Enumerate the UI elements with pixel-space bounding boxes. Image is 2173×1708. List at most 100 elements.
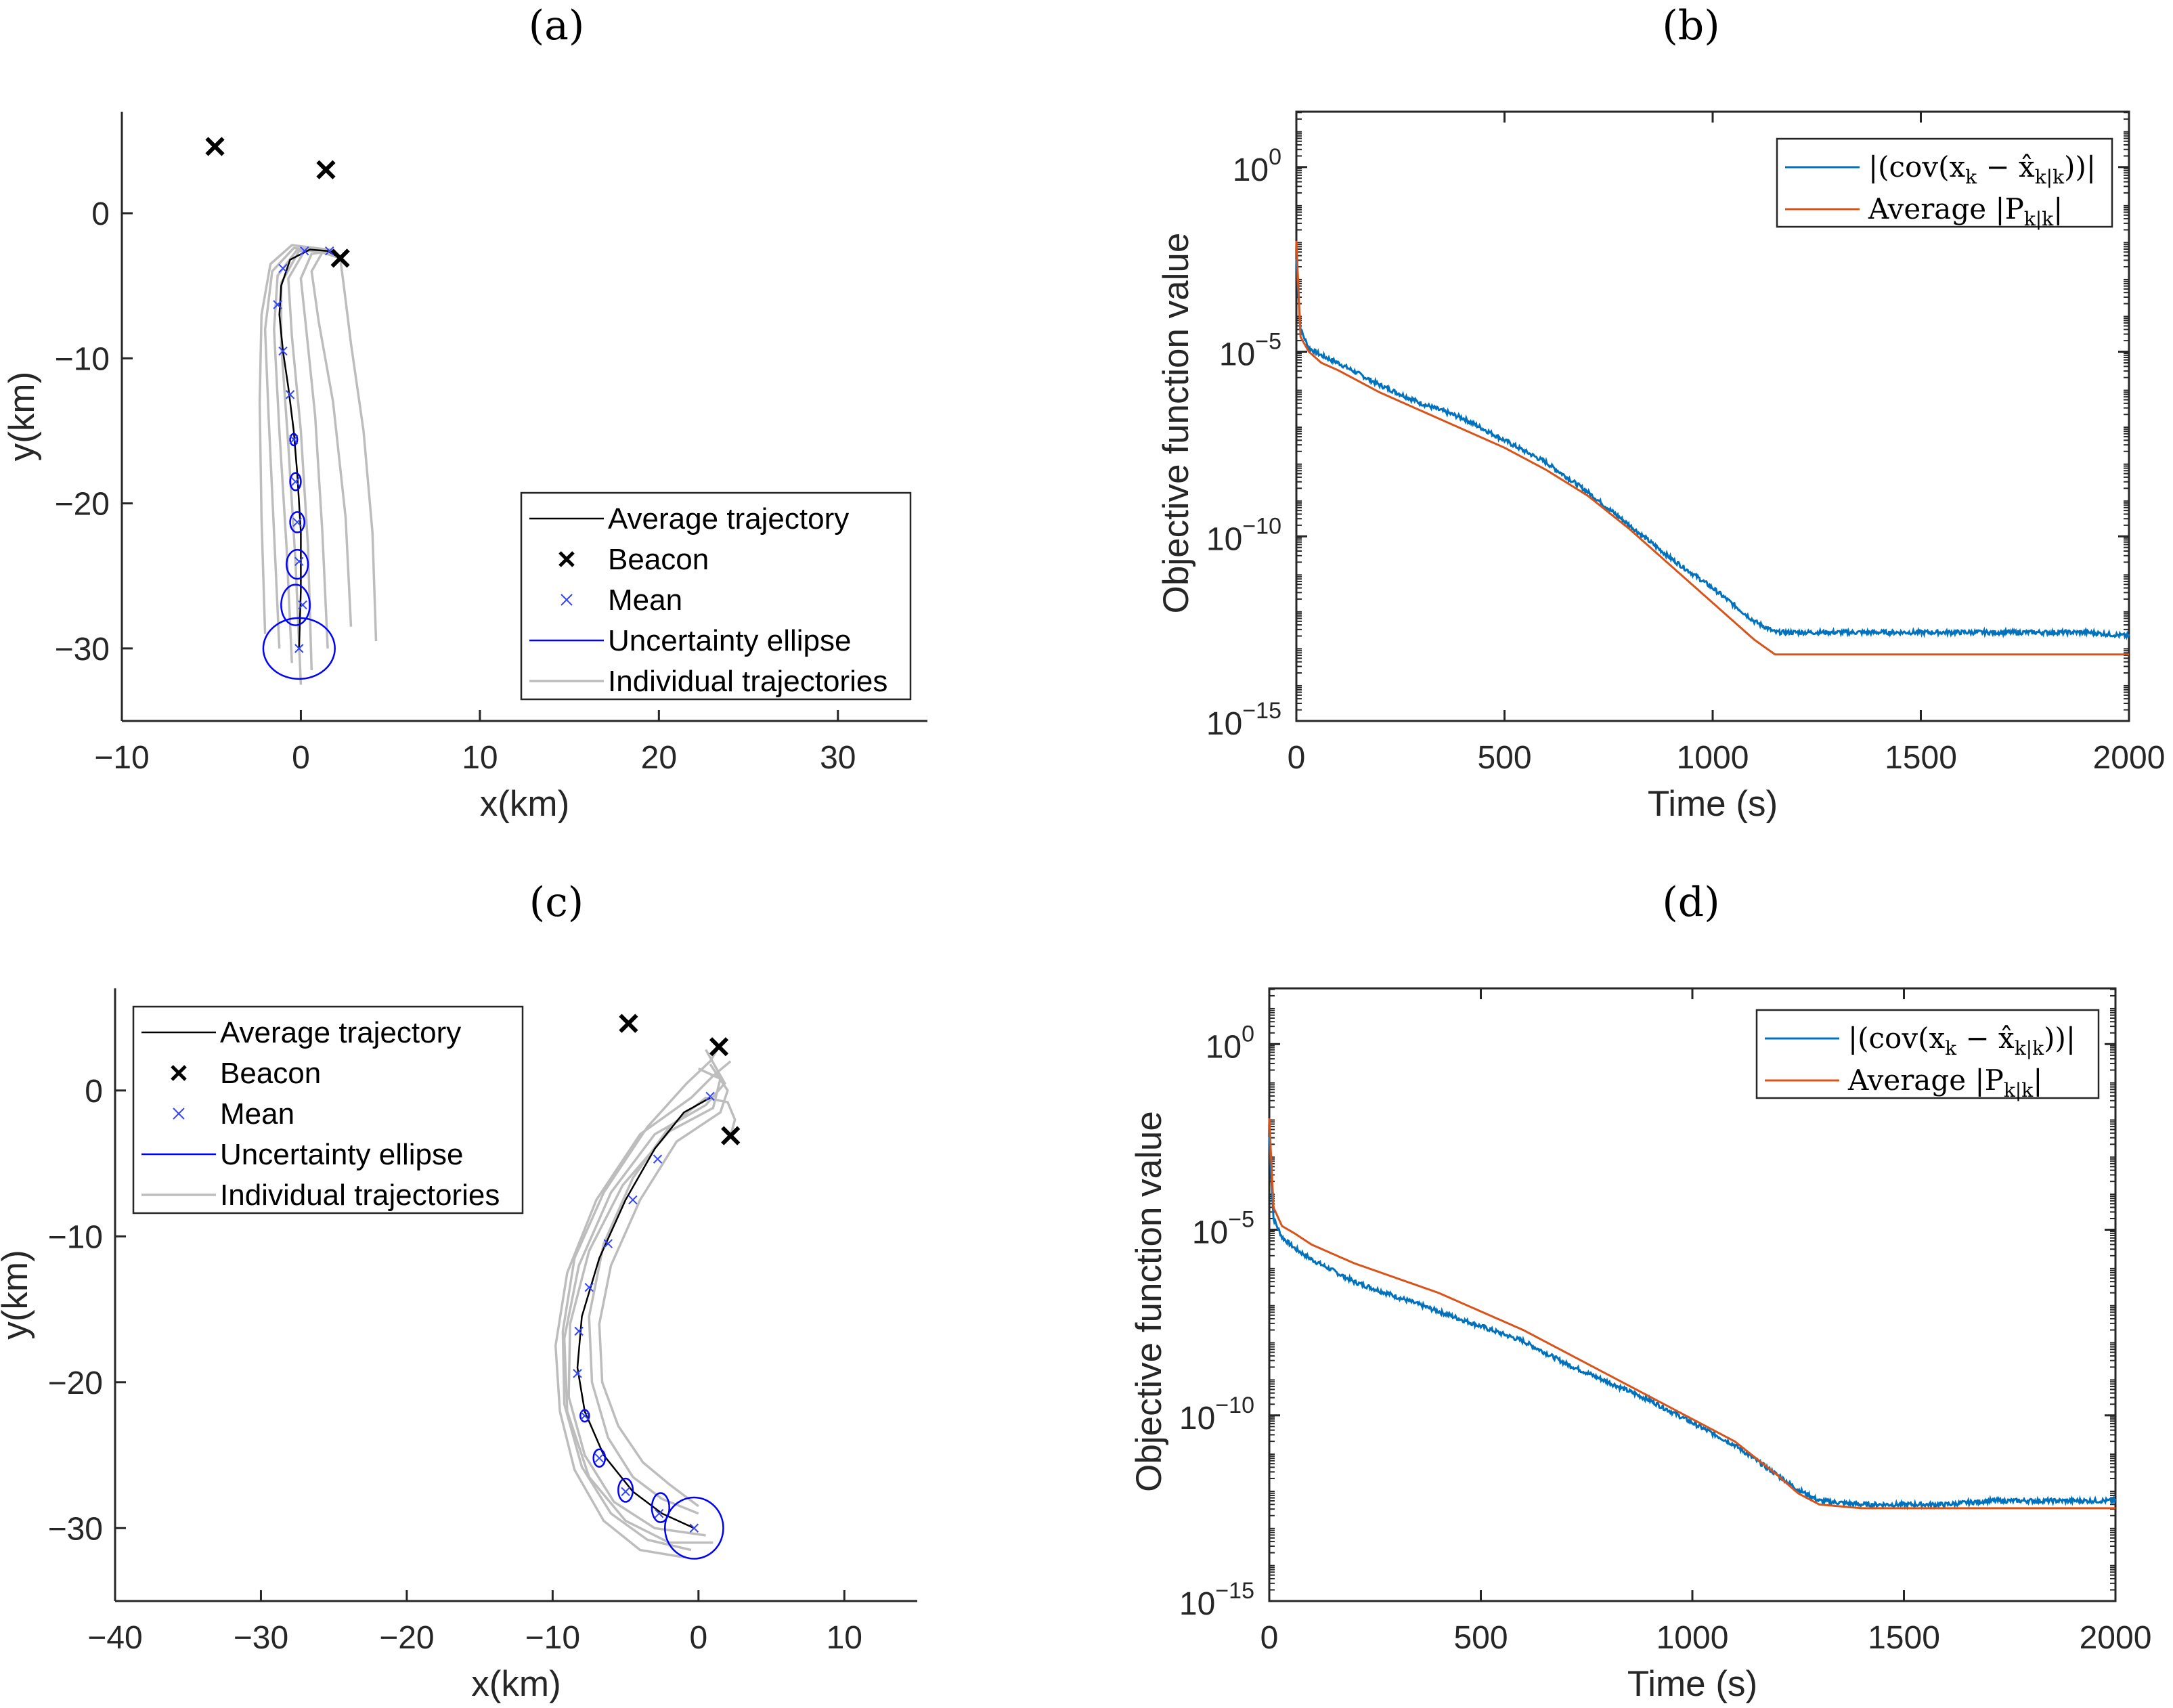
- uncertainty-ellipse: [280, 584, 311, 626]
- mean-marker: [621, 1487, 630, 1497]
- x-tick-label: 1500: [1885, 740, 1957, 776]
- mean-marker: [273, 300, 282, 309]
- legend-text-mid: − x̂: [1977, 150, 2035, 183]
- beacon-marker: [709, 1037, 729, 1057]
- y-tick-label: 100: [1206, 1021, 1254, 1065]
- x-tick-label: −20: [379, 1620, 434, 1656]
- mean-marker: [294, 556, 304, 566]
- beacon-marker: [205, 137, 225, 156]
- mean-marker: [653, 1154, 663, 1164]
- x-tick-label: −40: [87, 1620, 142, 1656]
- legend-box: [132, 1005, 524, 1214]
- legend-box: [1776, 137, 2113, 228]
- mean-marker: [290, 477, 301, 487]
- uncertainty-ellipse: [664, 1496, 724, 1560]
- legend-label: Average |Pk|k|: [1847, 1064, 2042, 1101]
- x-tick-label: 10: [462, 740, 498, 776]
- x-axis-label: Time (s): [1627, 1664, 1757, 1704]
- y-tick-base: 10: [1179, 1401, 1215, 1437]
- y-axis-label: Objective function value: [1129, 1111, 1169, 1492]
- y-tick-base: 10: [1233, 152, 1269, 188]
- mean-marker: [654, 1509, 664, 1518]
- individual-trajectory: [598, 1064, 729, 1508]
- legend-text-mid: − x̂: [1956, 1022, 2015, 1055]
- y-tick-label: −20: [55, 487, 110, 523]
- mean-marker: [298, 600, 307, 610]
- y-tick-base: 10: [1219, 337, 1255, 373]
- uncertainty-ellipse: [289, 472, 302, 491]
- legend-text-main: Average |P: [1868, 192, 2024, 225]
- legend-swatch-mean: [561, 594, 573, 606]
- y-tick-exponent: −15: [1242, 698, 1281, 724]
- uncertainty-ellipse: [262, 617, 336, 680]
- legend-subscript: k: [1965, 166, 1977, 188]
- y-tick-base: 10: [1192, 1215, 1228, 1251]
- individual-trajectory: [588, 1096, 737, 1515]
- legend-label: Individual trajectories: [220, 1179, 500, 1212]
- average-trajectory: [576, 1097, 711, 1529]
- legend-label: Average trajectory: [608, 502, 849, 535]
- legend-subscript: k|k: [2004, 1079, 2034, 1101]
- y-tick-exponent: 0: [1269, 144, 1281, 170]
- individual-trajectory: [554, 1060, 732, 1559]
- y-tick-label: −20: [48, 1365, 103, 1401]
- uncertainty-ellipse: [617, 1477, 634, 1503]
- x-tick-label: 0: [1288, 740, 1306, 776]
- mean-marker: [300, 246, 309, 256]
- legend-label: |(cov(xk − x̂k|k))|: [1868, 150, 2096, 188]
- x-tick-label: 0: [292, 740, 310, 776]
- y-tick-label: 10−5: [1192, 1207, 1254, 1251]
- uncertainty-ellipse: [289, 511, 305, 533]
- legend-label: Individual trajectories: [608, 665, 887, 698]
- x-tick-label: 20: [641, 740, 677, 776]
- individual-trajectory: [567, 1067, 722, 1537]
- y-tick-base: 10: [1206, 1029, 1242, 1065]
- y-tick-exponent: −10: [1242, 513, 1281, 539]
- x-tick-label: 1000: [1677, 740, 1749, 776]
- legend-text-end: ))|: [2044, 1022, 2076, 1055]
- x-tick-label: 10: [827, 1620, 862, 1656]
- uncertainty-ellipse: [289, 433, 299, 447]
- x-tick-label: −10: [525, 1620, 580, 1656]
- chart-a: −10 0 10 20 30 −30 −20 −10 0 x(km) y(km) Average tr…: [2, 112, 927, 824]
- mean-marker: [289, 435, 299, 444]
- y-tick-label: −30: [55, 632, 110, 667]
- x-tick-label: 2000: [2080, 1620, 2152, 1656]
- individual-trajectory: [299, 249, 341, 649]
- legend-text-end: ))|: [2064, 150, 2096, 183]
- individual-trajectory: [561, 1046, 720, 1552]
- panel-label-c: (c): [529, 879, 584, 926]
- legend-label: Uncertainty ellipse: [220, 1138, 464, 1171]
- x-tick-label: 1500: [1868, 1620, 1940, 1656]
- mean-marker: [584, 1283, 594, 1292]
- individual-trajectory: [310, 250, 353, 627]
- y-tick-exponent: −5: [1255, 329, 1281, 355]
- series-line-average: [1268, 1118, 2115, 1510]
- y-axis-label: y(km): [2, 372, 42, 461]
- legend-subscript: k|k: [2024, 208, 2054, 230]
- mean-marker: [594, 1453, 605, 1463]
- legend-subscript: k|k: [2015, 1037, 2044, 1059]
- mean-marker: [705, 1091, 715, 1101]
- chart-c: −40 −30 −20 −10 0 10 −30 −20 −10 0 x(km) y(km) Avera…: [0, 988, 917, 1704]
- y-tick-base: 10: [1206, 706, 1242, 742]
- mean-marker: [580, 1411, 590, 1421]
- series-line-cov: [1295, 259, 2130, 640]
- panel-label-a: (a): [529, 2, 585, 49]
- x-tick-label: 2000: [2093, 740, 2166, 776]
- mean-marker: [325, 246, 334, 256]
- y-tick-base: 10: [1206, 521, 1242, 557]
- beacon-marker: [330, 248, 350, 268]
- uncertainty-ellipse: [286, 548, 309, 580]
- legend-swatch-beacon: [558, 551, 575, 567]
- y-tick-label: 10−5: [1219, 329, 1281, 373]
- legend-box: [520, 491, 912, 701]
- y-tick-base: 10: [1179, 1586, 1215, 1622]
- legend-text-end: |: [2053, 192, 2063, 225]
- x-tick-label: 1000: [1656, 1620, 1729, 1656]
- y-tick-exponent: −5: [1228, 1207, 1254, 1233]
- y-tick-label: 10−15: [1206, 698, 1281, 742]
- y-tick-label: −10: [55, 341, 110, 377]
